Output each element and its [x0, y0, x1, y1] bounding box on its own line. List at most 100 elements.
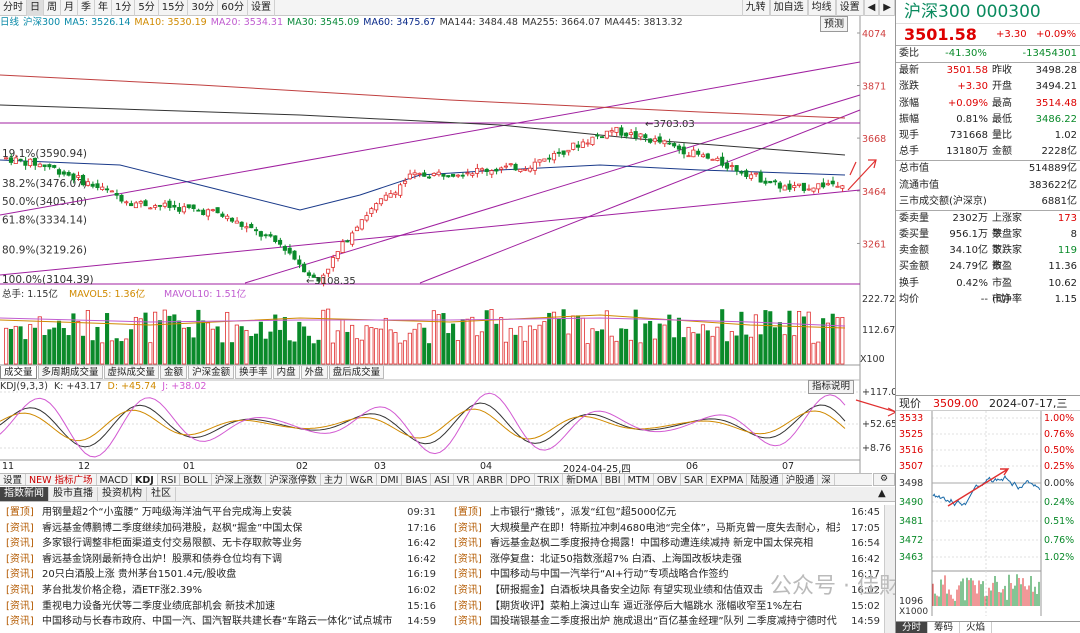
indicator-tab[interactable]: 设置 — [0, 474, 27, 485]
indicator-tab[interactable]: BIAS — [402, 474, 432, 485]
volume-tab[interactable]: 虚拟成交量 — [103, 366, 160, 379]
indicator-tab[interactable]: TRIX — [535, 474, 564, 485]
indicator-tab[interactable]: VR — [454, 474, 474, 485]
news-item[interactable]: [资讯] 睿远基金傅鹏博二季度继续加码港股，赵枫“掘金”中国太保 17:16 — [0, 521, 440, 537]
indicator-tab[interactable]: BOLL — [180, 474, 212, 485]
news-title[interactable]: 涨停复盘：北证50指数涨超7% 白酒、上海国改板块走强 — [490, 553, 742, 565]
news-item[interactable]: [置顶] 上市银行“撒钱”，派发“红包”超5000亿元 16:45 — [448, 505, 884, 521]
news-item[interactable]: [资讯] 多家银行调整非柜面渠道支付交易限额、无卡存取款等业务 16:42 — [0, 536, 440, 552]
chevron-right-icon[interactable]: ▶ — [879, 0, 895, 16]
mini-tab[interactable]: 火焰 — [960, 622, 993, 633]
jiuzhuan-button[interactable]: 九转 — [741, 0, 770, 16]
period-tab[interactable]: 分时 — [0, 0, 27, 16]
news-item[interactable]: [资讯] 涨停复盘：北证50指数涨超7% 白酒、上海国改板块走强 16:42 — [448, 552, 884, 568]
period-tab[interactable]: 周 — [44, 0, 61, 16]
period-tab[interactable]: 60分 — [218, 0, 248, 16]
news-title[interactable]: 睿远基金赵枫二季度报持仓揭露！中国移动遭连续减持 新宠中国太保亮相 — [490, 538, 814, 550]
indicator-tab[interactable]: OBV — [654, 474, 682, 485]
news-item[interactable]: [资讯] 【研报掘金】白酒板块具备安全边际 有望实现业绩和估值双击 16:02 — [448, 583, 884, 599]
period-tab[interactable]: 30分 — [188, 0, 219, 16]
indicator-tab[interactable]: 深 — [818, 474, 835, 485]
settings-button[interactable]: 设置 — [835, 0, 864, 16]
news-title[interactable]: 重视电力设备光伏等二季度业绩底部机会 新技术加速 — [42, 600, 276, 612]
indicator-tab[interactable]: 主力 — [321, 474, 347, 485]
indicator-tab[interactable]: 新DMA — [563, 474, 602, 485]
indicator-tab[interactable]: ASI — [431, 474, 454, 485]
indicator-tab[interactable]: 沪深上涨数 — [212, 474, 267, 485]
news-title[interactable]: 睿远基金饶刚最新持仓出炉！股票和债券仓位均有下调 — [42, 553, 282, 565]
volume-tab[interactable]: 外盘 — [300, 366, 328, 379]
period-tab[interactable]: 季 — [78, 0, 95, 16]
news-title[interactable]: 国投瑞银基金二季度报出炉 施成退出“百亿基金经理”队列 二季度减持宁德时代 — [490, 616, 837, 628]
news-tab[interactable]: 指数新闻 — [0, 487, 49, 501]
period-tab[interactable]: 日 — [27, 0, 44, 16]
period-tab[interactable]: 月 — [61, 0, 78, 16]
mini-tab[interactable]: 筹码 — [928, 622, 961, 633]
news-tab[interactable]: 社区 — [147, 487, 176, 501]
indicator-tab[interactable]: W&R — [347, 474, 378, 485]
news-item[interactable]: [资讯] 【期货收评】菜粕上演过山车 逼近涨停后大幅跳水 涨幅收窄至1%左右 15:… — [448, 599, 884, 615]
indicator-tab[interactable]: EXPMA — [707, 474, 748, 485]
news-item[interactable]: [资讯] 中国移动与长春市政府、中国一汽、国汽智联共建长春“车路云一体化”试点城市… — [0, 614, 440, 630]
news-title[interactable]: 睿远基金傅鹏博二季度继续加码港股，赵枫“掘金”中国太保 — [42, 522, 303, 534]
indicator-tab[interactable]: BBI — [602, 474, 625, 485]
indicator-tab[interactable]: 沪深涨停数 — [266, 474, 321, 485]
news-item[interactable]: [置顶] 用钢量超2个“小蛮腰” 万吨级海洋油气平台完成海上安装 09:31 — [0, 505, 440, 521]
indicator-tab[interactable]: MTM — [625, 474, 654, 485]
news-scrollbar[interactable] — [884, 505, 895, 633]
news-title[interactable]: 中国移动与中国一汽举行“AI+行动”专项战略合作签约 — [490, 569, 729, 581]
intraday-mini-chart[interactable]: 现价 3509.00 2024-07-17,三 3533 3525 3516 3507… — [896, 395, 1080, 633]
indicator-tab[interactable]: 沪股通 — [783, 474, 819, 485]
ma-button[interactable]: 均线 — [807, 0, 836, 16]
period-tab[interactable]: 5分 — [135, 0, 159, 16]
indicator-tab[interactable]: NEW 指标广场 — [26, 474, 97, 485]
news-item[interactable]: [资讯] 睿远基金赵枫二季度报持仓揭露！中国移动遭连续减持 新宠中国太保亮相 16:… — [448, 536, 884, 552]
news-time: 17:16 — [407, 522, 436, 534]
news-title[interactable]: 多家银行调整非柜面渠道支付交易限额、无卡存取款等业务 — [42, 538, 302, 550]
news-title[interactable]: 20只白酒股上涨 贵州茅台1501.4元/股收盘 — [42, 569, 237, 581]
volume-tab[interactable]: 成交量 — [0, 366, 37, 379]
candlestick-chart[interactable]: 4074 3871 3668 3464 3261 19.1%(3590.94) 38.2%(… — [0, 0, 895, 473]
volume-tab[interactable]: 内盘 — [272, 366, 300, 379]
news-item[interactable]: [资讯] 茅台批发价格企稳，酒ETF涨2.39% 16:02 — [0, 583, 440, 599]
period-tab[interactable]: 设置 — [248, 0, 275, 16]
volume-tab[interactable]: 沪深金额 — [188, 366, 235, 379]
indicator-tab[interactable]: 陆股通 — [747, 474, 783, 485]
news-item[interactable]: [资讯] 中国移动与中国一汽举行“AI+行动”专项战略合作签约 16:17 — [448, 567, 884, 583]
volume-tab[interactable]: 金额 — [160, 366, 188, 379]
news-title[interactable]: 茅台批发价格企稳，酒ETF涨2.39% — [42, 584, 202, 596]
volume-tab[interactable]: 换手率 — [235, 366, 272, 379]
news-tab[interactable]: 股市直播 — [49, 487, 98, 501]
indicator-tab[interactable]: RSI — [158, 474, 181, 485]
news-item[interactable]: [资讯] 睿远基金饶刚最新持仓出炉！股票和债券仓位均有下调 16:42 — [0, 552, 440, 568]
indicator-help-button[interactable]: 指标说明 — [808, 380, 855, 394]
news-item[interactable]: [资讯] 大规模量产在即！特斯拉冲刺4680电池“完全体”，马斯克曾一度失去耐心，… — [448, 521, 884, 537]
news-title[interactable]: 用钢量超2个“小蛮腰” 万吨级海洋油气平台完成海上安装 — [42, 507, 292, 518]
chevron-left-icon[interactable]: ◀ — [863, 0, 880, 16]
volume-tab[interactable]: 盘后成交量 — [328, 366, 385, 379]
indicator-tab[interactable]: KDJ — [132, 474, 158, 485]
news-item[interactable]: [资讯] 20只白酒股上涨 贵州茅台1501.4元/股收盘 16:19 — [0, 567, 440, 583]
news-item[interactable]: [资讯] 国投瑞银基金二季度报出炉 施成退出“百亿基金经理”队列 二季度减持宁德时… — [448, 614, 884, 630]
news-tab[interactable]: 投资机构 — [98, 487, 147, 501]
collapse-icon[interactable]: ▲ — [878, 488, 886, 499]
period-tab[interactable]: 15分 — [159, 0, 189, 16]
indicator-tab[interactable]: DMI — [377, 474, 403, 485]
period-tab[interactable]: 年 — [95, 0, 112, 16]
indicator-tab[interactable]: MACD — [97, 474, 133, 485]
add-watchlist-button[interactable]: 加自选 — [769, 0, 808, 16]
preview-button[interactable]: 预测 — [820, 16, 848, 32]
period-tab[interactable]: 1分 — [112, 0, 136, 16]
indicator-tab[interactable]: ARBR — [474, 474, 507, 485]
news-title[interactable]: 大规模量产在即！特斯拉冲刺4680电池“完全体”，马斯克曾一度失去耐心，相关… — [490, 522, 840, 534]
news-title[interactable]: 【研报掘金】白酒板块具备安全边际 有望实现业绩和估值双击 — [490, 584, 764, 596]
news-title[interactable]: 【期货收评】菜粕上演过山车 逼近涨停后大幅跳水 涨幅收窄至1%左右 — [490, 600, 803, 612]
indicator-tab[interactable]: SAR — [681, 474, 708, 485]
volume-tab[interactable]: 多周期成交量 — [37, 366, 103, 379]
indicator-tab[interactable]: DPO — [507, 474, 535, 485]
gear-icon[interactable]: ⚙ — [873, 473, 895, 486]
mini-tab[interactable]: 分时 — [896, 622, 929, 633]
news-title[interactable]: 中国移动与长春市政府、中国一汽、国汽智联共建长春“车路云一体化”试点城市 — [42, 616, 393, 628]
news-item[interactable]: [资讯] 重视电力设备光伏等二季度业绩底部机会 新技术加速 15:16 — [0, 599, 440, 615]
news-title[interactable]: 上市银行“撒钱”，派发“红包”超5000亿元 — [490, 507, 677, 518]
